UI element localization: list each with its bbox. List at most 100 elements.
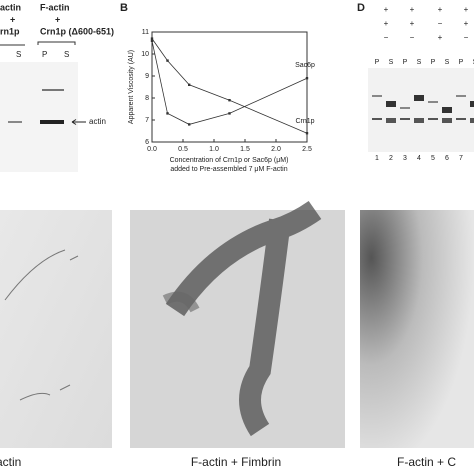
arrow	[71, 119, 86, 125]
condition-sign: −	[438, 19, 443, 28]
y-tick-label: 6	[145, 139, 149, 146]
data-point	[188, 123, 191, 126]
gel	[0, 62, 78, 172]
data-point	[166, 59, 169, 62]
y-tick-label: 7	[145, 117, 149, 124]
data-point	[150, 37, 154, 40]
filament	[4, 249, 79, 401]
lane-label: S	[445, 59, 450, 66]
lane-number: 6	[445, 155, 449, 162]
lane-label: P	[403, 59, 408, 66]
data-point	[228, 112, 231, 115]
condition-sign: −	[464, 33, 469, 42]
caption: F-actin + Fimbrin	[191, 455, 281, 469]
gel-band	[40, 120, 64, 124]
gel-band	[8, 121, 22, 123]
condition-sign: +	[438, 5, 443, 14]
panel-label: B	[120, 2, 128, 14]
lane-label: S	[389, 59, 394, 66]
x-tick-label: 1.0	[209, 146, 219, 153]
header: +	[55, 14, 60, 24]
header: F-actin	[40, 2, 70, 12]
condition-sign: +	[410, 5, 415, 14]
gel-band	[386, 101, 396, 107]
gel	[368, 68, 474, 152]
gel-band	[456, 95, 466, 97]
lane-label: S	[16, 50, 21, 59]
gel-band	[386, 118, 396, 123]
x-tick-label: 2.5	[302, 146, 312, 153]
lane-number: 5	[431, 155, 435, 162]
plot-frame	[151, 31, 308, 143]
series-label: Crn1p	[295, 118, 314, 125]
lane-label: P	[431, 59, 436, 66]
panel-label: D	[357, 2, 365, 14]
gel-band	[456, 118, 466, 120]
header: Crn1p (Δ600-651)	[40, 26, 114, 36]
gel-band	[414, 95, 424, 101]
lane-number: 1	[375, 155, 379, 162]
data-point	[166, 112, 169, 115]
lane-label: S	[417, 59, 422, 66]
gel-band	[372, 118, 382, 120]
x-tick-label: 0.5	[178, 146, 188, 153]
micrograph	[360, 210, 474, 448]
caption: F-actin + C	[397, 455, 456, 469]
gel-band	[442, 118, 452, 123]
lane-number: 4	[417, 155, 421, 162]
band-label: actin	[89, 117, 106, 126]
gel-band	[414, 118, 424, 123]
condition-sign: +	[384, 19, 389, 28]
condition-sign: +	[464, 19, 469, 28]
condition-sign: +	[464, 5, 469, 14]
y-tick-label: 9	[145, 73, 149, 80]
data-point	[305, 77, 309, 80]
lane-number: 3	[403, 155, 407, 162]
data-point	[228, 99, 231, 102]
header: rn1p	[0, 26, 20, 36]
x-tick-label: 0.0	[147, 146, 157, 153]
lane-label: P	[375, 59, 380, 66]
chart: B Apparent Viscosity (AU) Concentration …	[120, 2, 315, 173]
x-axis-label: added to Pre-assembled 7 μM F-actin	[170, 166, 287, 173]
header: actin	[0, 2, 21, 12]
condition-sign: −	[384, 33, 389, 42]
condition-sign: +	[438, 33, 443, 42]
x-tick-label: 2.0	[271, 146, 281, 153]
data-point	[305, 132, 309, 135]
condition-sign: +	[410, 19, 415, 28]
gel-band	[470, 101, 474, 107]
lane-label: P	[42, 50, 47, 59]
header: +	[10, 14, 15, 24]
lane-label: P	[459, 59, 464, 66]
gel-band	[470, 118, 474, 123]
gel-band	[400, 118, 410, 120]
panel-d: D + + + + + + − + − − + − P S P S P S P S 1 2 3 4 5 6 7	[357, 2, 474, 162]
lane-number: 7	[459, 155, 463, 162]
micrographs: actin F-actin + Fimbrin F-actin + C	[0, 200, 474, 469]
condition-sign: +	[384, 5, 389, 14]
gel-band	[400, 107, 410, 109]
series-label: Sac6p	[295, 62, 315, 69]
gel-band	[372, 95, 382, 97]
bracket	[0, 41, 76, 46]
bundle	[162, 291, 200, 313]
y-tick-label: 10	[141, 51, 149, 58]
x-tick-label: 1.5	[240, 146, 250, 153]
condition-sign: −	[410, 33, 415, 42]
series-line	[151, 40, 308, 125]
gel-band	[42, 89, 64, 91]
y-tick-label: 11	[142, 29, 149, 36]
lane-number: 2	[389, 155, 393, 162]
y-tick-label: 8	[145, 95, 149, 102]
gel-band	[442, 107, 452, 113]
data-point	[188, 83, 191, 86]
gel-band	[428, 101, 438, 103]
lane-label: S	[64, 50, 69, 59]
micrograph	[0, 210, 112, 448]
data-point	[150, 39, 154, 42]
series-line	[151, 38, 308, 134]
x-axis-label: Concentration of Crn1p or Sac6p (μM)	[170, 157, 289, 164]
gel-band	[428, 118, 438, 120]
